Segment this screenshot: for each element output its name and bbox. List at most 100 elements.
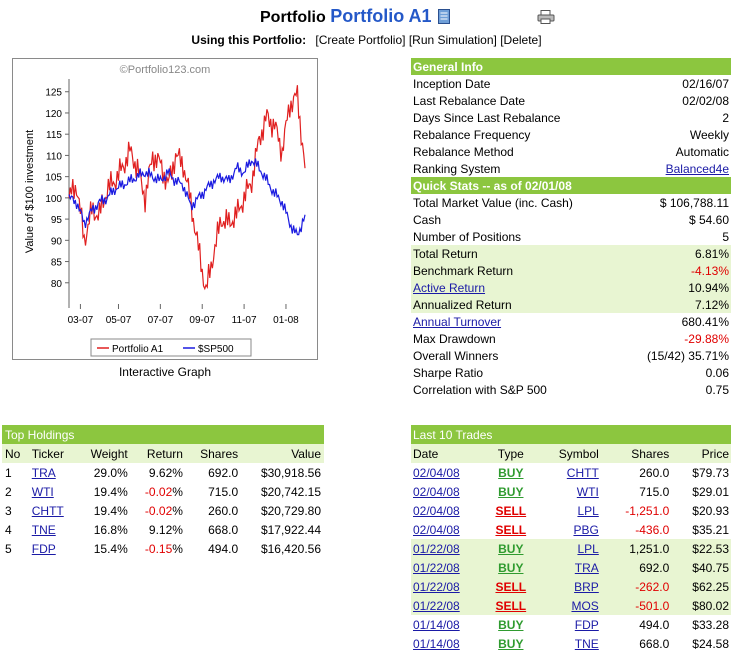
trade-date-link[interactable]: 01/22/08	[413, 560, 460, 575]
series-line-portfolio	[68, 85, 306, 291]
trade-type-cell: BUY	[485, 615, 536, 634]
trade-type-cell: SELL	[485, 596, 536, 615]
trade-date-cell: 01/22/08	[411, 577, 485, 596]
trade-date-link[interactable]: 02/04/08	[413, 465, 460, 480]
trade-type-link[interactable]: BUY	[498, 484, 524, 499]
trade-symbol-link[interactable]: FDP	[574, 617, 599, 632]
holding-ticker-link[interactable]: CHTT	[31, 503, 64, 518]
trade-date-link[interactable]: 01/22/08	[413, 598, 460, 613]
trade-type-link[interactable]: BUY	[498, 465, 524, 480]
trade-type-cell: SELL	[485, 501, 536, 520]
general-info-row: Last Rebalance Date 02/02/08	[411, 92, 731, 109]
trade-date-link[interactable]: 02/04/08	[413, 503, 460, 518]
holding-value: $20,742.15	[260, 484, 321, 499]
performance-chart[interactable]: ©Portfolio123.com 80 85 90 95 100 105 110 115 120…	[13, 59, 317, 359]
legend-label-sp500: $SP500	[198, 344, 234, 355]
trade-symbol-link[interactable]: BRP	[574, 579, 599, 594]
quick-stats-value: 10.94%	[688, 280, 729, 295]
quick-stats-label: Total Market Value (inc. Cash)	[413, 195, 573, 210]
trade-date-link[interactable]: 02/04/08	[413, 522, 460, 537]
quick-stats-row: Overall Winners (15/42) 35.71%	[411, 347, 731, 364]
holdings-column-return: Return	[146, 446, 183, 461]
trade-date-link[interactable]: 01/22/08	[413, 541, 460, 556]
print-icon[interactable]	[537, 10, 555, 24]
quick-stats-value: 6.81%	[694, 246, 729, 261]
holding-weight: 16.8%	[93, 522, 128, 537]
quick-stats-value: 7.12%	[694, 297, 729, 312]
trade-symbol-link[interactable]: PBG	[573, 522, 599, 537]
trade-symbol-link[interactable]: TNE	[574, 636, 599, 651]
holding-weight: 29.0%	[93, 465, 128, 480]
trade-type-link[interactable]: SELL	[495, 598, 527, 613]
holding-ticker-link[interactable]: TRA	[31, 465, 56, 480]
trade-date-link[interactable]: 01/14/08	[413, 617, 460, 632]
quick-stats-row: Total Return 6.81%	[411, 245, 731, 262]
trade-date-link[interactable]: 01/22/08	[413, 579, 460, 594]
trade-symbol-link[interactable]: WTI	[576, 484, 599, 499]
quick-stats-label: Sharpe Ratio	[413, 365, 484, 380]
x-tick-label: 03-07	[68, 315, 94, 326]
trade-row: 01/22/08 SELL MOS -501.0 $80.02	[411, 596, 731, 615]
holding-ticker-link[interactable]: WTI	[31, 484, 54, 499]
document-icon[interactable]	[438, 9, 450, 24]
general-info-row: Inception Date 02/16/07	[411, 75, 731, 92]
trade-type-cell: BUY	[485, 539, 536, 558]
trade-date-cell: 02/04/08	[411, 520, 485, 539]
trade-date-link[interactable]: 02/04/08	[413, 484, 460, 499]
holding-return-value: 9.62	[148, 465, 173, 480]
delete-portfolio-link[interactable]: [Delete]	[500, 33, 542, 47]
top-holdings-table: Top Holdings No Ticker Weight Return Shares Va…	[2, 425, 324, 558]
trade-price: $20.93	[692, 503, 729, 518]
trade-symbol-link[interactable]: CHTT	[566, 465, 599, 480]
trade-type-cell: BUY	[485, 463, 536, 482]
trade-type-link[interactable]: BUY	[498, 541, 524, 556]
holding-ticker-link[interactable]: FDP	[31, 541, 56, 556]
trade-type-link[interactable]: SELL	[495, 522, 527, 537]
quick-stats-value: 0.75	[705, 382, 729, 397]
trade-price: $22.53	[692, 541, 729, 556]
run-simulation-link[interactable]: [Run Simulation]	[408, 33, 497, 47]
trade-date-link[interactable]: 01/14/08	[413, 636, 460, 651]
trade-shares: 715.0	[639, 484, 670, 499]
trade-row: 01/22/08 BUY LPL 1,251.0 $22.53	[411, 539, 731, 558]
general-info-value: Weekly	[689, 127, 729, 142]
trade-row: 02/04/08 SELL LPL -1,251.0 $20.93	[411, 501, 731, 520]
trade-symbol-link[interactable]: LPL	[577, 541, 599, 556]
trade-type-link[interactable]: BUY	[498, 636, 524, 651]
trade-row: 01/14/08 BUY FDP 494.0 $33.28	[411, 615, 731, 634]
trades-column-shares: Shares	[631, 446, 670, 461]
trade-symbol-link[interactable]: TRA	[574, 560, 599, 575]
trade-shares: 692.0	[639, 560, 670, 575]
holding-shares: 692.0	[208, 465, 239, 480]
performance-graph[interactable]: ©Portfolio123.com 80 85 90 95 100 105 110 115 120…	[12, 58, 318, 360]
trade-type-cell: BUY	[485, 634, 536, 653]
holding-return: -0.02%	[144, 484, 183, 499]
ranking-system-link[interactable]: Balanced4e	[665, 161, 729, 176]
create-portfolio-link[interactable]: [Create Portfolio]	[315, 33, 406, 47]
trade-symbol-cell: BRP	[536, 577, 601, 596]
holding-value: $16,420.56	[260, 541, 321, 556]
trade-type-link[interactable]: SELL	[495, 579, 527, 594]
trade-type-link[interactable]: BUY	[498, 560, 524, 575]
trade-price: $62.25	[692, 579, 729, 594]
x-tick-label: 01-08	[273, 315, 299, 326]
trade-price: $35.21	[692, 522, 729, 537]
holding-weight: 19.4%	[93, 503, 128, 518]
holding-no: 4	[5, 522, 12, 537]
trade-symbol-link[interactable]: LPL	[577, 503, 599, 518]
quick-stats-label: Correlation with S&P 500	[413, 382, 547, 397]
quick-stats-label: Total Return	[413, 246, 478, 261]
holding-return: -0.15%	[144, 541, 183, 556]
quick-stats-value: $ 54.60	[688, 212, 729, 227]
annual-turnover-link[interactable]: Annual Turnover	[413, 314, 502, 329]
quick-stats-row: Annualized Return 7.12%	[411, 296, 731, 313]
holding-ticker-link[interactable]: TNE	[31, 522, 56, 537]
trade-type-link[interactable]: BUY	[498, 617, 524, 632]
trade-type-link[interactable]: SELL	[495, 503, 527, 518]
using-portfolio-label: Using this Portfolio:	[191, 33, 307, 47]
active-return-link[interactable]: Active Return	[413, 280, 486, 295]
trade-symbol-link[interactable]: MOS	[571, 598, 599, 613]
holdings-column-ticker: Ticker	[31, 446, 64, 461]
trade-symbol-cell: PBG	[536, 520, 601, 539]
holding-shares: 260.0	[208, 503, 239, 518]
